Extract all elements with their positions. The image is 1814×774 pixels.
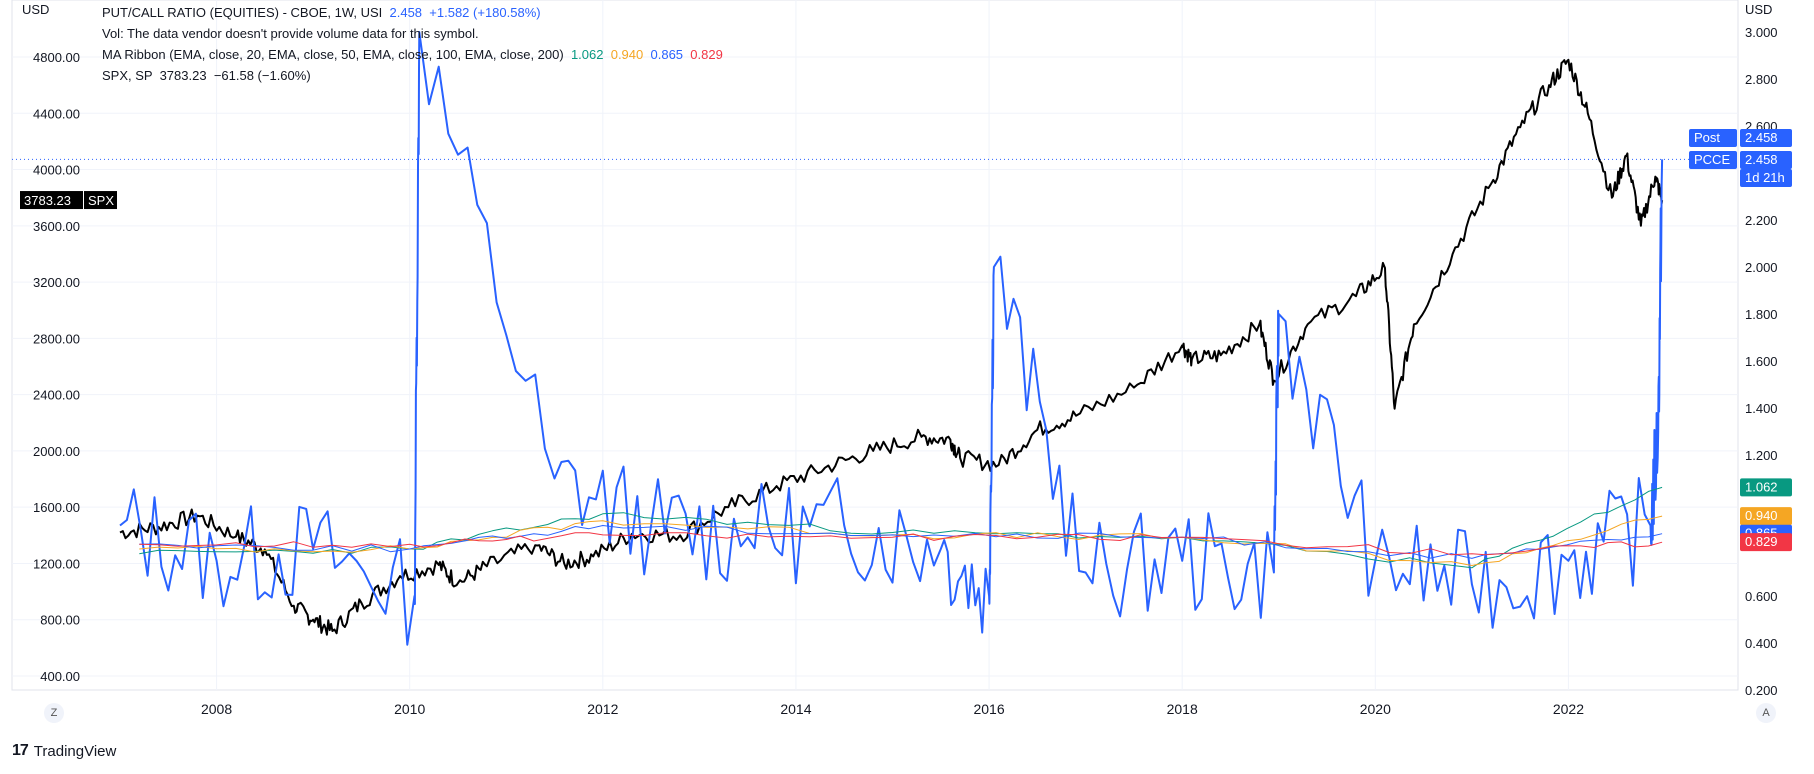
left-tick-label: 4800.00 xyxy=(33,50,80,65)
legend-ma-v2: 0.940 xyxy=(610,47,644,62)
footer: 17 TradingView xyxy=(12,742,116,760)
legend-pcce-value: 2.458 xyxy=(389,5,423,20)
right-tick-label: 3.000 xyxy=(1745,25,1778,40)
pcce-countdown-tag-text: 1d 21h xyxy=(1745,170,1785,185)
right-tick-label: 1.200 xyxy=(1745,448,1778,463)
left-tick-label: 800.00 xyxy=(40,613,80,628)
right-tick-label: 0.200 xyxy=(1745,683,1778,698)
ribbon-tag-1-bg xyxy=(1740,507,1792,526)
series-line-spx xyxy=(119,58,1664,636)
pcce-countdown-tag-bg xyxy=(1740,169,1792,187)
x-tick-label: 2020 xyxy=(1360,701,1391,717)
left-tick-label: 4400.00 xyxy=(33,106,80,121)
tradingview-logo-icon: 17 xyxy=(12,742,29,759)
left-tick-label: 2400.00 xyxy=(33,388,80,403)
ribbon-tag-1-text: 0.940 xyxy=(1745,508,1778,523)
legend-pcce-title: PUT/CALL RATIO (EQUITIES) - CBOE, 1W, US… xyxy=(102,5,383,20)
series-line-pcce xyxy=(119,31,1664,646)
x-tick-label: 2022 xyxy=(1553,701,1584,717)
legend-pcce-row: PUT/CALL RATIO (EQUITIES) - CBOE, 1W, US… xyxy=(102,2,723,23)
chart-legend: PUT/CALL RATIO (EQUITIES) - CBOE, 1W, US… xyxy=(102,2,723,86)
series-line-ema-100 xyxy=(139,525,1663,559)
post-value-tag-bg xyxy=(1740,129,1792,147)
spx-name-tag xyxy=(84,191,117,210)
legend-spx-value: 3783.23 xyxy=(159,68,207,83)
ribbon-tag-3-bg xyxy=(1740,533,1792,552)
ribbon-tag-0-bg xyxy=(1740,478,1792,497)
ribbon-tag-0-text: 1.062 xyxy=(1745,479,1778,494)
series-line-ema-20 xyxy=(139,486,1663,569)
x-tick-label: 2010 xyxy=(394,701,425,717)
legend-spx-change: −61.58 (−1.60%) xyxy=(213,68,311,83)
spx-price-tag-value: 3783.23 xyxy=(24,193,71,208)
post-name-tag-text: Post xyxy=(1694,130,1720,145)
x-tick-label: 2012 xyxy=(587,701,618,717)
x-tick-label: 2016 xyxy=(973,701,1004,717)
right-tick-label: 2.800 xyxy=(1745,72,1778,87)
spx-price-tag xyxy=(20,191,83,210)
legend-pcce-change: +1.582 (+180.58%) xyxy=(429,5,541,20)
left-axis-unit: USD xyxy=(22,2,49,17)
pcce-name-tag-text: PCCE xyxy=(1694,152,1730,167)
right-tick-label: 0.600 xyxy=(1745,589,1778,604)
post-name-tag-bg xyxy=(1689,129,1737,147)
spx-name-tag-label: SPX xyxy=(88,193,114,208)
legend-ma-v3: 0.865 xyxy=(650,47,684,62)
pcce-value-tag-text: 2.458 xyxy=(1745,152,1778,167)
plot-area xyxy=(11,0,1739,691)
series-line-ema-200 xyxy=(139,532,1663,556)
right-tick-label: 2.200 xyxy=(1745,213,1778,228)
legend-ma-title: MA Ribbon (EMA, close, 20, EMA, close, 5… xyxy=(102,47,564,62)
right-axis-unit: USD xyxy=(1745,2,1772,17)
left-tick-label: 400.00 xyxy=(40,669,80,684)
right-tick-label: 1.400 xyxy=(1745,401,1778,416)
left-tick-label: 2000.00 xyxy=(33,444,80,459)
post-value-tag-text: 2.458 xyxy=(1745,130,1778,145)
right-tick-label: 1.800 xyxy=(1745,307,1778,322)
left-tick-label: 2800.00 xyxy=(33,331,80,346)
legend-ma-v4: 0.829 xyxy=(690,47,723,62)
ribbon-tag-3-text: 0.829 xyxy=(1745,534,1778,549)
left-tick-label: 1600.00 xyxy=(33,500,80,515)
right-tick-label: 2.000 xyxy=(1745,260,1778,275)
pcce-name-tag-bg xyxy=(1689,151,1737,169)
legend-ma-v1: 1.062 xyxy=(570,47,604,62)
legend-ma-row: MA Ribbon (EMA, close, 20, EMA, close, 5… xyxy=(102,44,723,65)
right-tick-label: 0.400 xyxy=(1745,636,1778,651)
x-tick-label: 2014 xyxy=(780,701,811,717)
left-tick-label: 1200.00 xyxy=(33,556,80,571)
left-tick-label: 4000.00 xyxy=(33,163,80,178)
legend-vol-row: Vol: The data vendor doesn't provide vol… xyxy=(102,26,479,41)
right-scale-button[interactable]: A xyxy=(1756,703,1776,723)
left-tick-label: 3600.00 xyxy=(33,219,80,234)
legend-spx-row: SPX, SP 3783.23 −61.58 (−1.60%) xyxy=(102,65,723,86)
legend-spx-title: SPX, SP xyxy=(102,68,153,83)
right-tick-label: 1.600 xyxy=(1745,354,1778,369)
x-tick-label: 2018 xyxy=(1167,701,1198,717)
footer-brand[interactable]: TradingView xyxy=(33,742,117,760)
x-tick-label: 2008 xyxy=(201,701,232,717)
left-tick-label: 3200.00 xyxy=(33,275,80,290)
left-scale-button[interactable]: Z xyxy=(44,703,64,723)
series-line-ema-50 xyxy=(139,515,1663,566)
pcce-value-tag-bg xyxy=(1740,151,1792,169)
